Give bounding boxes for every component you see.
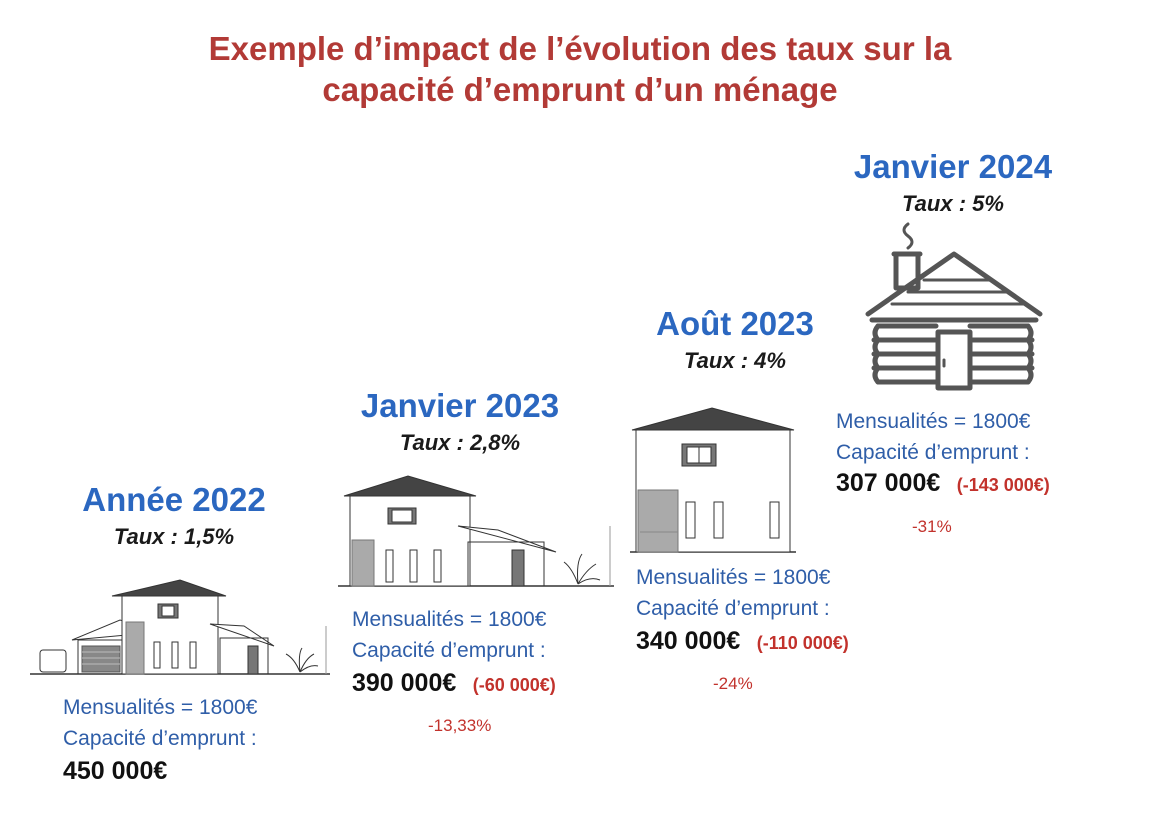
capacity-difference-jan-2023: (-60 000€) [472,675,556,695]
step-info-2022: Mensualités = 1800€ Capacité d’emprunt : [63,692,257,754]
percent-change-jan-2024: -31% [912,517,952,536]
borrowing-capacity-aug-2023: 340 000€ [636,627,741,655]
step-info-jan-2023: Mensualités = 1800€ Capacité d’emprunt : [352,604,546,666]
capacity-label-2022: Capacité d’emprunt : [63,727,257,750]
step-info-aug-2023: Mensualités = 1800€ Capacité d’emprunt : [636,562,830,624]
capacity-difference-jan-2024: (-143 000€) [956,475,1050,495]
borrowing-capacity-jan-2023: 390 000€ [352,669,457,697]
step-info-jan-2024: Mensualités = 1800€ Capacité d’emprunt : [836,406,1030,468]
log-cabin-icon [865,222,1043,391]
period-heading-aug-2023: Août 2023 [656,305,814,342]
page-title-line-1: Exemple d’impact de l’évolution des taux… [208,30,952,67]
amount-row-aug-2023: 340 000€ (-110 000€) [636,625,849,657]
house-elevation-drawing-large [30,579,330,675]
capacity-difference-aug-2023: (-110 000€) [756,633,849,653]
percent-change-aug-2023: -24% [713,674,753,693]
borrowing-capacity-2022: 450 000€ [63,757,168,785]
period-heading-jan-2024: Janvier 2024 [853,148,1053,185]
amount-row-jan-2023: 390 000€ (-60 000€) [352,667,556,699]
percent-change-jan-2023: -13,33% [428,716,492,735]
house-elevation-drawing-medium [338,475,614,587]
house-elevation-drawing-small [630,407,796,553]
rate-label-2022: Taux : 1,5% [113,524,235,549]
monthly-payment-jan-2023: Mensualités = 1800€ [352,608,547,631]
amount-row-jan-2024: 307 000€ (-143 000€) [836,467,1050,499]
capacity-label-aug-2023: Capacité d’emprunt : [636,597,830,620]
capacity-label-jan-2024: Capacité d’emprunt : [836,441,1030,464]
monthly-payment-aug-2023: Mensualités = 1800€ [636,566,831,589]
rate-label-jan-2024: Taux : 5% [902,191,1004,216]
page-title: Exemple d’impact de l’évolution des taux… [0,28,1160,110]
period-heading-2022: Année 2022 [82,481,266,518]
monthly-payment-jan-2024: Mensualités = 1800€ [836,410,1031,433]
amount-row-2022: 450 000€ [63,755,167,787]
rate-label-aug-2023: Taux : 4% [684,348,786,373]
monthly-payment-2022: Mensualités = 1800€ [63,696,258,719]
capacity-label-jan-2023: Capacité d’emprunt : [352,639,546,662]
rate-label-jan-2023: Taux : 2,8% [399,430,521,455]
period-heading-jan-2023: Janvier 2023 [360,387,560,424]
page-title-line-2: capacité d’emprunt d’un ménage [322,71,838,108]
borrowing-capacity-jan-2024: 307 000€ [836,469,941,497]
